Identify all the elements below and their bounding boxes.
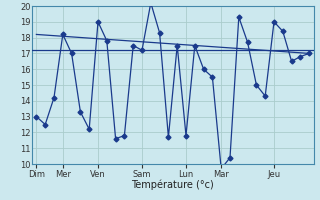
X-axis label: Température (°c): Température (°c)	[132, 180, 214, 190]
